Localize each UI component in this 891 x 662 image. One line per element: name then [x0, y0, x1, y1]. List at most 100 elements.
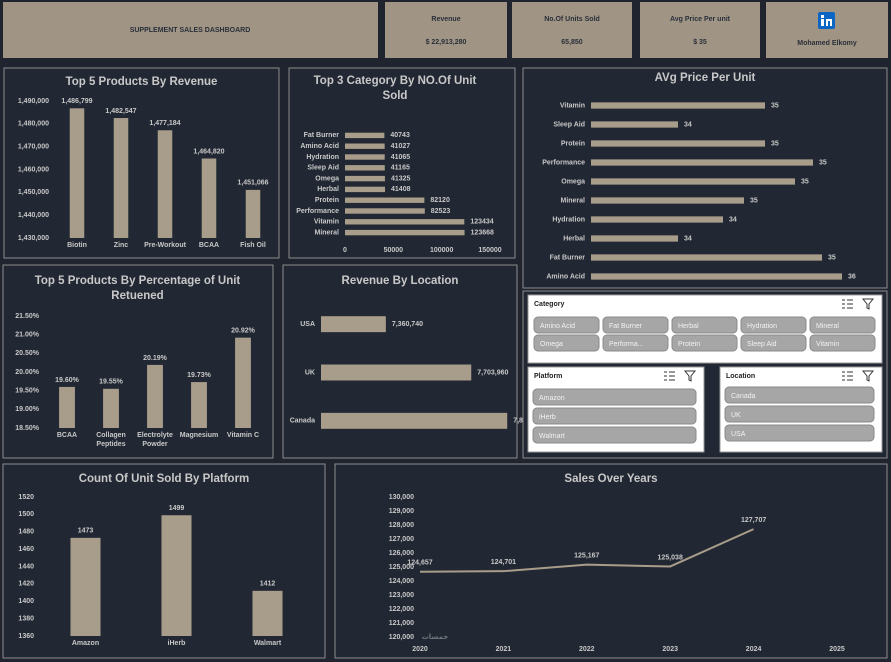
slicer-item[interactable]: [602, 334, 669, 352]
y-tick-label: Sleep Aid: [307, 165, 339, 172]
bar: [252, 590, 283, 636]
data-label: 19.60%: [55, 377, 80, 384]
slicer-item[interactable]: [724, 405, 875, 423]
x-tick-label: Vitamin C: [226, 432, 260, 439]
data-label: 127,707: [741, 517, 766, 524]
slicer-item-label[interactable]: Performa...: [609, 341, 644, 348]
slicer-item-label[interactable]: Vitamin: [816, 341, 839, 348]
kpi-label: Revenue: [431, 16, 460, 23]
chart-title-box: Top 3 Category By NO.Of Unit Sold: [314, 75, 477, 102]
slicer-item[interactable]: [671, 334, 738, 352]
slicer-item-label[interactable]: Omega: [540, 341, 563, 348]
bar: [321, 316, 386, 333]
slicer-item[interactable]: [724, 424, 875, 442]
bar: [59, 386, 75, 428]
x-tick-label: Fish Oil: [240, 242, 266, 249]
slicer-item-label[interactable]: Fat Burner: [609, 323, 643, 330]
slicer-item[interactable]: [740, 316, 807, 334]
multi-select-icon[interactable]: [842, 371, 853, 381]
data-label: 124,701: [491, 559, 516, 566]
bar: [321, 364, 472, 381]
slicer-item-label[interactable]: Canada: [731, 393, 756, 400]
data-label: 1,477,184: [149, 120, 180, 127]
y-tick-label: 1,440,000: [18, 212, 49, 219]
chart-title: AVg Price Per Unit: [654, 72, 756, 84]
y-tick-label: 123,000: [389, 592, 414, 599]
slicer-item[interactable]: [740, 334, 807, 352]
y-tick-label: 21.50%: [15, 313, 40, 320]
y-tick-label: Performance: [296, 208, 339, 215]
slicer-item[interactable]: [532, 388, 697, 406]
multi-select-icon[interactable]: [664, 371, 675, 381]
data-label: 123434: [470, 219, 493, 226]
slicer-item-label[interactable]: Protein: [678, 341, 700, 348]
author-name: Mohamed Elkomy: [797, 40, 857, 47]
data-label: 35: [819, 159, 827, 166]
slicer-item-label[interactable]: iHerb: [539, 414, 556, 421]
x-tick-label: Zinc: [113, 242, 129, 249]
slicer-item-label[interactable]: Herbal: [678, 323, 699, 330]
slicer-item-label[interactable]: Walmart: [539, 433, 565, 440]
slicer-title: Platform: [534, 373, 562, 380]
y-tick-label: 128,000: [389, 522, 414, 529]
y-tick-label: 1,470,000: [18, 144, 49, 151]
bar: [235, 337, 251, 428]
bar: [345, 132, 385, 139]
clear-filter-icon[interactable]: [683, 370, 697, 382]
slicer-item-label[interactable]: Mineral: [816, 323, 839, 330]
data-label: 19.55%: [99, 379, 124, 386]
linkedin-glyph: [821, 19, 824, 26]
y-tick-label: 124,000: [389, 578, 414, 585]
clear-filter-icon[interactable]: [861, 298, 875, 310]
data-label: 34: [729, 216, 737, 223]
slicer-item[interactable]: [809, 316, 876, 334]
x-tick-label: Electrolyte Powder: [137, 432, 173, 449]
y-tick-label: 1,460,000: [18, 166, 49, 173]
slicer-item[interactable]: [533, 334, 600, 352]
data-label: 41027: [391, 143, 411, 150]
chart-panel: [288, 67, 516, 259]
slicer-item[interactable]: [724, 386, 875, 404]
y-tick-label: Amino Acid: [546, 273, 585, 280]
slicer-item-label[interactable]: Sleep Aid: [747, 341, 777, 348]
x-tick-label: 2025: [829, 646, 845, 653]
slicer-item-label[interactable]: Amino Acid: [540, 323, 575, 330]
bar: [591, 102, 765, 109]
y-tick-label: Herbal: [317, 186, 339, 193]
linkedin-glyph: [828, 21, 830, 26]
x-tick-label: 150000: [478, 247, 501, 254]
y-tick-label: 1520: [18, 494, 34, 501]
slicer-item[interactable]: [671, 316, 738, 334]
y-tick-label: Amino Acid: [300, 143, 339, 150]
slicer-item-label[interactable]: UK: [731, 412, 741, 419]
data-label: 34: [684, 121, 692, 128]
bar: [201, 158, 217, 238]
slicer-item[interactable]: [532, 407, 697, 425]
data-label: 1,451,066: [237, 180, 268, 187]
bar: [345, 219, 465, 225]
slicer-item[interactable]: [602, 316, 669, 334]
y-tick-label: 125,000: [389, 564, 414, 571]
slicer-item[interactable]: [809, 334, 876, 352]
bar: [345, 186, 386, 193]
kpi-value: $ 35: [693, 39, 707, 46]
bar: [591, 140, 765, 147]
data-label: 40743: [390, 132, 410, 139]
chart-title-box: Top 5 Products By Revenue: [66, 76, 218, 88]
y-tick-label: Mineral: [314, 229, 339, 236]
chart-title-box: Revenue By Location: [342, 275, 459, 287]
y-tick-label: 127,000: [389, 536, 414, 543]
slicer-item[interactable]: [532, 426, 697, 444]
x-tick-label: BCAA: [198, 242, 220, 249]
slicer-item-label[interactable]: Amazon: [539, 395, 565, 402]
data-label: 19.73%: [187, 372, 212, 379]
clear-filter-icon[interactable]: [861, 370, 875, 382]
chart-title: Count Of Unit Sold By Platform: [78, 473, 250, 485]
slicer-item[interactable]: [533, 316, 600, 334]
y-tick-label: Omega: [315, 175, 339, 182]
slicer-item-label[interactable]: USA: [731, 431, 746, 438]
multi-select-icon[interactable]: [842, 299, 853, 309]
slicer-item-label[interactable]: Hydration: [747, 323, 777, 330]
chart-title-box: Top 5 Products By Percentage of Unit Ret…: [35, 275, 241, 302]
